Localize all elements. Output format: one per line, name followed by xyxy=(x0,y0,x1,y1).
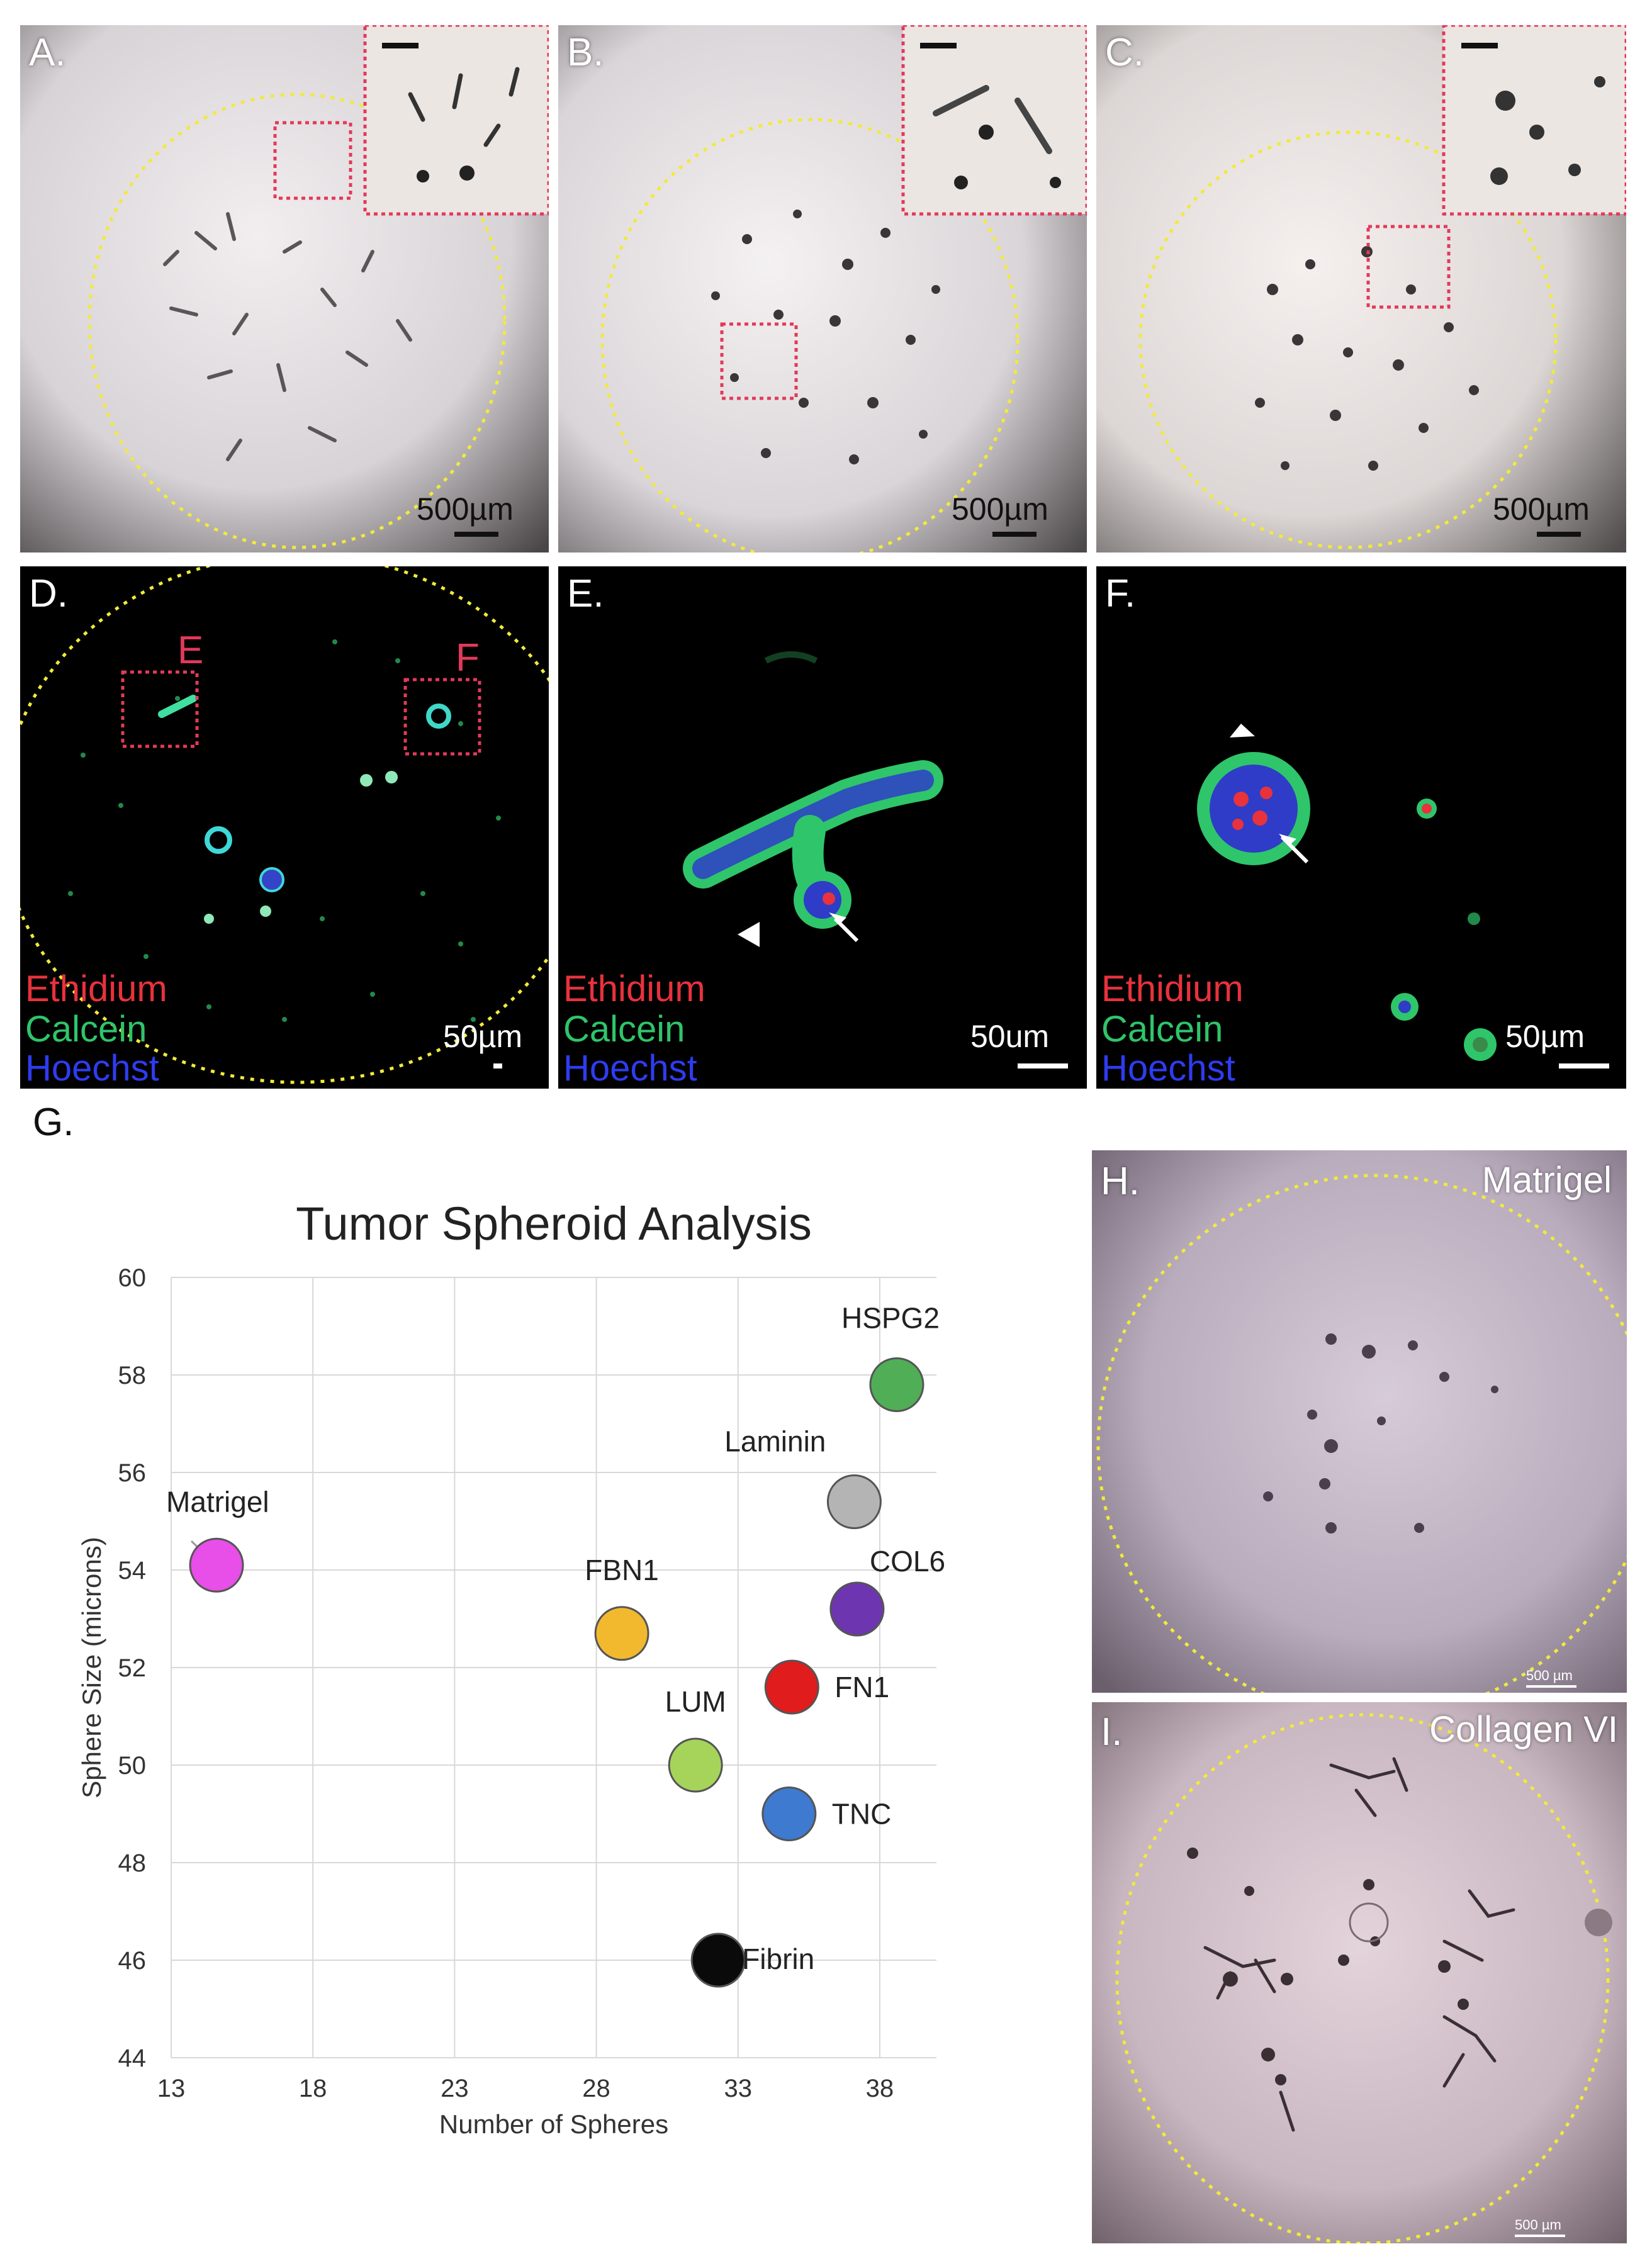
scale-bar xyxy=(1526,1685,1576,1688)
panel-label: C. xyxy=(1105,31,1144,74)
y-tick-label: 48 xyxy=(118,1849,147,1877)
scale-label: 50um xyxy=(970,1019,1050,1054)
data-point-label: Laminin xyxy=(724,1425,826,1458)
roi-label-f: F xyxy=(456,636,480,680)
panel-f: F. Ethidium Calcein Hoechst 50µm xyxy=(1096,566,1626,1089)
stain-calcein: Calcein xyxy=(1101,1009,1223,1050)
panel-b-image xyxy=(558,25,1087,552)
stain-hoechst: Hoechst xyxy=(25,1048,159,1089)
panel-e: E. Ethidium Calcein Hoechst 50um xyxy=(558,566,1087,1089)
data-point xyxy=(826,1474,882,1529)
scale-bar xyxy=(992,532,1037,537)
y-tick-label: 54 xyxy=(118,1557,147,1585)
y-tick-label: 52 xyxy=(118,1654,147,1682)
panel-c-image xyxy=(1096,25,1626,552)
y-axis-label: Sphere Size (microns) xyxy=(77,1537,106,1798)
tumor-spheroid-chart: 13 18 23 28 33 38 44 46 48 50 52 54 56 58 60 Tumor Sphe… xyxy=(25,1126,1045,2171)
scale-bar xyxy=(493,1063,502,1068)
data-point-label: FBN1 xyxy=(585,1554,659,1586)
scale-label: 50µm xyxy=(1505,1019,1585,1054)
panel-label: D. xyxy=(29,572,68,615)
stain-calcein: Calcein xyxy=(563,1009,685,1050)
x-axis-label: Number of Spheres xyxy=(439,2109,668,2139)
scale-bar xyxy=(1515,2235,1565,2237)
panel-d: D. E F Ethidium Calcein Hoechst 50µm xyxy=(20,566,549,1089)
panel-a: A. 500µm xyxy=(20,25,549,552)
scale-label: 500µm xyxy=(952,491,1048,527)
panel-c: C. 500µm xyxy=(1096,25,1626,552)
panel-a-image xyxy=(20,25,549,552)
panel-label-g: G. xyxy=(33,1101,74,1144)
panel-title: Collagen VI xyxy=(1429,1709,1618,1750)
panel-label: A. xyxy=(29,31,66,74)
panel-e-image xyxy=(558,566,1087,1089)
stain-ethidium: Ethidium xyxy=(1101,968,1244,1009)
scale-label: 500µm xyxy=(417,491,514,527)
panel-label: F. xyxy=(1105,572,1136,615)
scale-label: 500 µm xyxy=(1515,2217,1561,2233)
inset-scale-bar xyxy=(920,43,957,48)
roi-label-e: E xyxy=(177,629,204,672)
panel-label: I. xyxy=(1101,1710,1123,1754)
stain-ethidium: Ethidium xyxy=(25,968,167,1009)
y-tick-label: 58 xyxy=(118,1362,147,1389)
x-tick-label: 13 xyxy=(157,2075,186,2102)
panel-i: I. Collagen VI 500 µm xyxy=(1092,1702,1627,2243)
data-point-label: HSPG2 xyxy=(841,1302,940,1335)
scale-label: 50µm xyxy=(443,1019,523,1054)
chart-title: Tumor Spheroid Analysis xyxy=(296,1198,812,1250)
panel-label: E. xyxy=(567,572,604,615)
x-tick-label: 33 xyxy=(724,2075,752,2102)
y-tick-label: 50 xyxy=(118,1752,147,1780)
scale-label: 500 µm xyxy=(1526,1668,1573,1683)
panel-h-image xyxy=(1092,1150,1627,1693)
inset-scale-bar xyxy=(382,43,419,48)
data-point xyxy=(189,1537,244,1593)
x-tick-label: 28 xyxy=(582,2075,610,2102)
scale-bar xyxy=(454,532,498,537)
data-point xyxy=(761,1786,817,1841)
panel-i-image xyxy=(1092,1702,1627,2243)
stain-hoechst: Hoechst xyxy=(1101,1048,1235,1089)
data-point-label: LUM xyxy=(665,1685,726,1718)
data-point-label: FN1 xyxy=(834,1671,889,1703)
scale-bar xyxy=(1018,1063,1068,1068)
x-tick-label: 18 xyxy=(299,2075,327,2102)
data-point xyxy=(869,1357,924,1412)
data-point xyxy=(829,1581,885,1637)
data-point xyxy=(668,1737,723,1793)
panel-d-image xyxy=(20,566,549,1089)
stain-hoechst: Hoechst xyxy=(563,1048,697,1089)
panel-title: Matrigel xyxy=(1481,1160,1612,1201)
data-point xyxy=(690,1932,746,1988)
panel-label: B. xyxy=(567,31,604,74)
x-tick-label: 23 xyxy=(441,2075,469,2102)
y-tick-label: 44 xyxy=(118,2044,147,2072)
inset-scale-bar xyxy=(1461,43,1498,48)
data-point-label: Matrigel xyxy=(166,1485,269,1518)
panel-f-image xyxy=(1096,566,1626,1089)
x-tick-label: 38 xyxy=(866,2075,894,2102)
data-point-label: Fibrin xyxy=(742,1943,814,1975)
scale-bar xyxy=(1559,1063,1609,1068)
stain-ethidium: Ethidium xyxy=(563,968,705,1009)
y-tick-label: 46 xyxy=(118,1947,147,1975)
data-point-label: TNC xyxy=(832,1798,892,1831)
data-point xyxy=(594,1606,649,1661)
panel-b: B. 500µm xyxy=(558,25,1087,552)
data-point-label: COL6 xyxy=(870,1545,945,1578)
y-tick-label: 60 xyxy=(118,1264,147,1292)
scale-label: 500µm xyxy=(1493,491,1590,527)
panel-h: H. Matrigel 500 µm xyxy=(1092,1150,1627,1693)
panel-label: H. xyxy=(1101,1160,1140,1203)
y-tick-label: 56 xyxy=(118,1459,147,1487)
chart-svg: 13 18 23 28 33 38 44 46 48 50 52 54 56 58 60 Tumor Sphe… xyxy=(77,1198,945,2139)
scale-bar xyxy=(1537,532,1581,537)
stain-calcein: Calcein xyxy=(25,1009,147,1050)
data-point xyxy=(764,1659,819,1715)
